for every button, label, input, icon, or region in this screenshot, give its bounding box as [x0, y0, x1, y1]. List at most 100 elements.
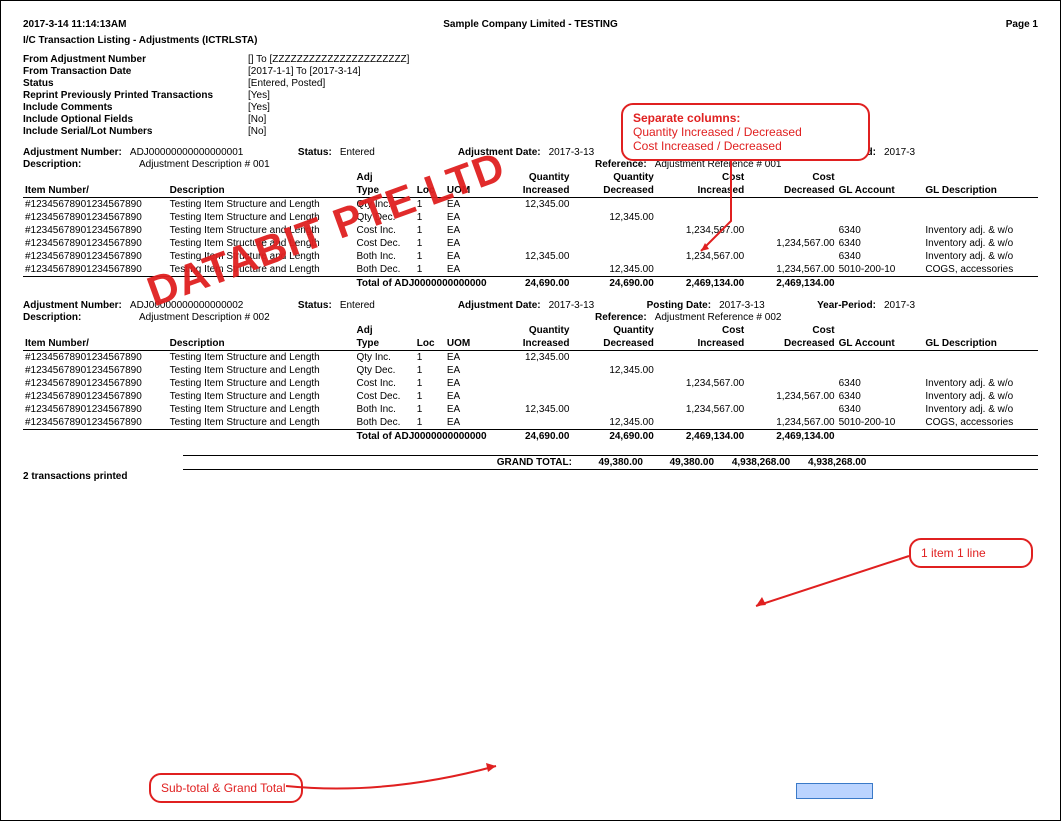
year-period: 2017-3: [884, 147, 915, 158]
col-adj: Adj: [354, 171, 414, 184]
cell-type: Qty Inc.: [354, 351, 414, 365]
cell-gldesc: [923, 351, 1038, 365]
cell-cinc: [656, 416, 746, 430]
cell-gldesc: COGS, accessories: [923, 263, 1038, 277]
table-row: #12345678901234567890Testing Item Struct…: [23, 250, 1038, 263]
cell-gldesc: [923, 198, 1038, 212]
cell-qinc: 12,345.00: [487, 250, 571, 263]
cell-gldesc: Inventory adj. & w/o: [923, 403, 1038, 416]
cell-type: Qty Dec.: [354, 364, 414, 377]
adj-date: 2017-3-13: [549, 300, 619, 311]
cell-desc: Testing Item Structure and Length: [168, 390, 355, 403]
cell-item: #12345678901234567890: [23, 416, 168, 430]
desc-label: Description:: [23, 312, 131, 323]
cell-desc: Testing Item Structure and Length: [168, 416, 355, 430]
param-row: Include Optional Fields[No]: [23, 114, 1038, 125]
param-value: [No]: [248, 126, 266, 137]
status-value: Entered: [340, 147, 400, 158]
param-label: From Adjustment Number: [23, 54, 248, 65]
callout-subtotal: Sub-total & Grand Total: [149, 773, 303, 803]
col-uom: UOM: [445, 324, 487, 351]
desc-value: Adjustment Description # 002: [139, 312, 439, 323]
cell-qinc: [487, 224, 571, 237]
subtotal-qinc: 24,690.00: [487, 277, 571, 291]
cell-gldesc: Inventory adj. & w/o: [923, 250, 1038, 263]
cell-gl: [837, 351, 924, 365]
param-value: [No]: [248, 114, 266, 125]
cell-type: Cost Inc.: [354, 224, 414, 237]
table-row: #12345678901234567890Testing Item Struct…: [23, 198, 1038, 212]
cell-cdec: 1,234,567.00: [746, 416, 836, 430]
col-cost: Cost: [746, 324, 836, 337]
cell-qdec: [571, 390, 655, 403]
ref-label: Reference:: [595, 312, 647, 323]
cell-uom: EA: [445, 263, 487, 277]
cell-cdec: [746, 351, 836, 365]
cell-uom: EA: [445, 364, 487, 377]
cell-uom: EA: [445, 351, 487, 365]
cell-cinc: [656, 390, 746, 403]
cell-uom: EA: [445, 198, 487, 212]
cell-cdec: 1,234,567.00: [746, 263, 836, 277]
cell-uom: EA: [445, 390, 487, 403]
param-label: Include Serial/Lot Numbers: [23, 126, 248, 137]
cell-qinc: 12,345.00: [487, 198, 571, 212]
adj-no: ADJ00000000000000002: [130, 300, 290, 311]
cell-qdec: [571, 237, 655, 250]
col-cost: Cost: [656, 171, 746, 184]
param-value: [Yes]: [248, 90, 270, 101]
cell-cinc: 1,234,567.00: [656, 224, 746, 237]
cell-desc: Testing Item Structure and Length: [168, 351, 355, 365]
grand-qinc: 49,380.00: [574, 456, 645, 470]
cell-qdec: 12,345.00: [571, 263, 655, 277]
table-row: #12345678901234567890Testing Item Struct…: [23, 351, 1038, 365]
cell-type: Both Inc.: [354, 250, 414, 263]
cell-gl: 6340: [837, 390, 924, 403]
cell-qdec: [571, 198, 655, 212]
param-row: Status[Entered, Posted]: [23, 78, 1038, 89]
callout-one-item: 1 item 1 line: [909, 538, 1033, 568]
adjustment-header: Adjustment Number: ADJ00000000000000001S…: [23, 147, 1038, 170]
cell-gl: 6340: [837, 403, 924, 416]
cell-uom: EA: [445, 224, 487, 237]
cell-cdec: 1,234,567.00: [746, 390, 836, 403]
desc-value: Adjustment Description # 001: [139, 159, 439, 170]
callout-title: Separate columns:: [633, 111, 740, 125]
adj-date: 2017-3-13: [549, 147, 619, 158]
cell-qinc: [487, 390, 571, 403]
table-row: #12345678901234567890Testing Item Struct…: [23, 263, 1038, 277]
cell-uom: EA: [445, 211, 487, 224]
cell-qdec: 12,345.00: [571, 416, 655, 430]
cell-loc: 1: [415, 351, 445, 365]
cell-uom: EA: [445, 403, 487, 416]
param-value: [Yes]: [248, 102, 270, 113]
cell-cinc: [656, 364, 746, 377]
cell-cinc: [656, 198, 746, 212]
callout-line: Quantity Increased / Decreased: [633, 125, 802, 139]
col-cdec: Decreased: [746, 337, 836, 351]
cell-type: Cost Dec.: [354, 237, 414, 250]
col-cinc: Increased: [656, 337, 746, 351]
cell-type: Both Dec.: [354, 263, 414, 277]
param-value: [Entered, Posted]: [248, 78, 325, 89]
cell-qinc: 12,345.00: [487, 351, 571, 365]
cell-cinc: 1,234,567.00: [656, 377, 746, 390]
cell-type: Cost Inc.: [354, 377, 414, 390]
status-value: Entered: [340, 300, 400, 311]
col-gl: GL Account: [837, 324, 924, 351]
cell-item: #12345678901234567890: [23, 237, 168, 250]
cell-cinc: 1,234,567.00: [656, 250, 746, 263]
cell-item: #12345678901234567890: [23, 224, 168, 237]
col-adj: Adj: [354, 324, 414, 337]
cell-item: #12345678901234567890: [23, 198, 168, 212]
param-value: [2017-1-1] To [2017-3-14]: [248, 66, 361, 77]
cell-gldesc: [923, 364, 1038, 377]
cell-cdec: [746, 377, 836, 390]
cell-loc: 1: [415, 263, 445, 277]
cell-cdec: [746, 403, 836, 416]
cell-type: Both Inc.: [354, 403, 414, 416]
col-qdec: Decreased: [571, 337, 655, 351]
param-label: Include Comments: [23, 102, 248, 113]
cell-loc: 1: [415, 237, 445, 250]
cell-qdec: [571, 250, 655, 263]
